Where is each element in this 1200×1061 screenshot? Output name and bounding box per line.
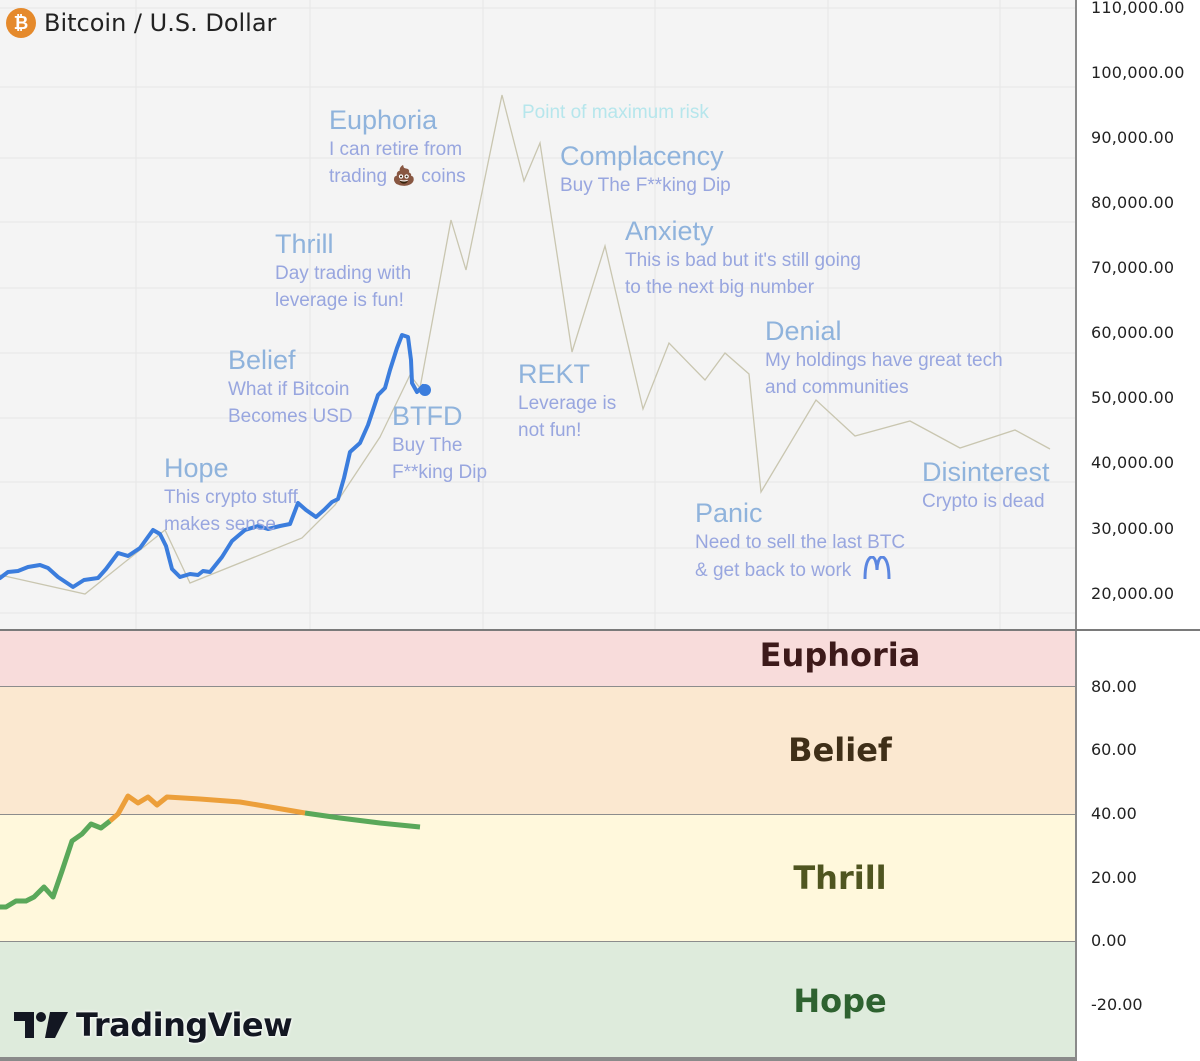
annotation-text: I can retire from [329, 139, 463, 160]
indicator-line-green-end [304, 810, 421, 830]
annotation-text-line2: & get back to work [695, 555, 905, 584]
indicator-tick: 40.00 [1091, 804, 1137, 823]
band-label: Belief [788, 731, 892, 769]
annotation-text: My holdings have great tech [765, 350, 1003, 371]
price-tick: 110,000.00 [1091, 0, 1185, 17]
annotation-hope: Hope This crypto stuff makes sense [164, 452, 298, 538]
annotation-text: makes sense [164, 514, 276, 535]
bitcoin-icon: ₿ [6, 8, 36, 38]
band-euphoria: Euphoria [0, 631, 1075, 687]
price-tick: 100,000.00 [1091, 63, 1185, 82]
price-tick: 90,000.00 [1091, 128, 1175, 147]
annotation-text: Crypto is dead [922, 491, 1045, 512]
price-tick: 80,000.00 [1091, 193, 1175, 212]
annotation-title: BTFD [392, 401, 463, 431]
annotation-belief: Belief What if Bitcoin Becomes USD [228, 344, 353, 430]
annotation-title: Thrill [275, 229, 334, 259]
band-thrill: Thrill [0, 815, 1075, 942]
tradingview-logo-icon [14, 1012, 68, 1038]
annotation-title: Hope [164, 453, 229, 483]
band-label: Hope [793, 982, 887, 1020]
mcdonalds-icon [863, 555, 891, 580]
annotation-text: Day trading with [275, 263, 412, 284]
annotation-title: Euphoria [329, 105, 438, 135]
indicator-plot [0, 793, 421, 910]
indicator-axis[interactable]: 80.00 60.00 40.00 20.00 0.00 -20.00 [1075, 631, 1200, 1061]
annotation-anxiety: Anxiety This is bad but it's still going… [625, 215, 861, 301]
annotation-denial: Denial My holdings have great tech and c… [765, 315, 1003, 401]
annotation-text: What if Bitcoin [228, 379, 350, 400]
btc-price-line [0, 333, 430, 589]
indicator-tick: -20.00 [1091, 995, 1143, 1014]
indicator-line-green-start [0, 819, 112, 910]
annotation-title: REKT [518, 359, 591, 389]
price-tick: 50,000.00 [1091, 388, 1175, 407]
annotation-title: Panic [695, 498, 763, 528]
indicator-tick: 80.00 [1091, 677, 1137, 696]
annotation-text: Buy The F**king Dip [560, 175, 731, 196]
price-tick: 40,000.00 [1091, 453, 1175, 472]
price-tick: 70,000.00 [1091, 258, 1175, 277]
cycle-template-line [0, 94, 1051, 595]
annotation-title: Belief [228, 345, 296, 375]
price-axis[interactable]: 110,000.00 100,000.00 90,000.00 80,000.0… [1075, 0, 1200, 630]
annotation-text: Buy The [392, 435, 463, 456]
annotation-text: F**king Dip [392, 462, 488, 483]
annotation-text: trading 💩 coins [329, 166, 466, 187]
annotation-text: This crypto stuff [164, 487, 298, 508]
tradingview-logo[interactable]: TradingView [14, 1006, 293, 1044]
annotation-text: & get back to work [695, 560, 852, 581]
tradingview-logo-text: TradingView [76, 1006, 293, 1044]
band-label: Thrill [793, 859, 887, 897]
indicator-line-orange [108, 793, 306, 823]
annotation-complacency: Complacency Buy The F**king Dip [560, 140, 731, 199]
annotation-title: Denial [765, 316, 842, 346]
symbol-title[interactable]: ₿ Bitcoin / U.S. Dollar [6, 8, 276, 38]
annotation-text: Becomes USD [228, 406, 353, 427]
price-tick: 60,000.00 [1091, 323, 1175, 342]
annotation-text: Leverage is [518, 393, 617, 414]
annotation-max-risk: Point of maximum risk [522, 102, 709, 123]
annotation-disinterest: Disinterest Crypto is dead [922, 456, 1050, 515]
annotation-title: Complacency [560, 141, 724, 171]
indicator-tick: 20.00 [1091, 868, 1137, 887]
annotation-thrill: Thrill Day trading with leverage is fun! [275, 228, 411, 314]
price-chart-plot [0, 0, 1075, 630]
annotation-euphoria: Euphoria I can retire from trading 💩 coi… [329, 104, 466, 190]
annotation-text: and communities [765, 377, 909, 398]
annotation-text: not fun! [518, 420, 582, 441]
band-belief: Belief [0, 687, 1075, 815]
price-tick: 30,000.00 [1091, 519, 1175, 538]
annotation-text: to the next big number [625, 277, 815, 298]
indicator-tick: 60.00 [1091, 740, 1137, 759]
symbol-name: Bitcoin / U.S. Dollar [44, 9, 277, 37]
annotation-panic: Panic Need to sell the last BTC & get ba… [695, 497, 905, 584]
price-chart-pane[interactable]: ₿ Bitcoin / U.S. Dollar Hope This crypto… [0, 0, 1075, 630]
annotation-rekt: REKT Leverage is not fun! [518, 358, 616, 444]
price-tick: 20,000.00 [1091, 584, 1175, 603]
band-label: Euphoria [759, 636, 921, 674]
annotation-text: This is bad but it's still going [625, 250, 861, 271]
indicator-tick: 0.00 [1091, 931, 1127, 950]
annotation-text: Need to sell the last BTC [695, 532, 906, 553]
indicator-pane[interactable]: Euphoria Belief Thrill Hope [0, 631, 1075, 1061]
bottom-border [0, 1057, 1075, 1061]
band-hope: Hope [0, 942, 1075, 1061]
gridlines [0, 0, 1075, 630]
annotation-text: leverage is fun! [275, 290, 404, 311]
current-price-marker [419, 384, 431, 396]
pane-divider[interactable] [0, 629, 1200, 631]
annotation-title: Disinterest [922, 457, 1050, 487]
annotation-title: Anxiety [625, 216, 714, 246]
annotation-btfd: BTFD Buy The F**king Dip [392, 400, 487, 486]
